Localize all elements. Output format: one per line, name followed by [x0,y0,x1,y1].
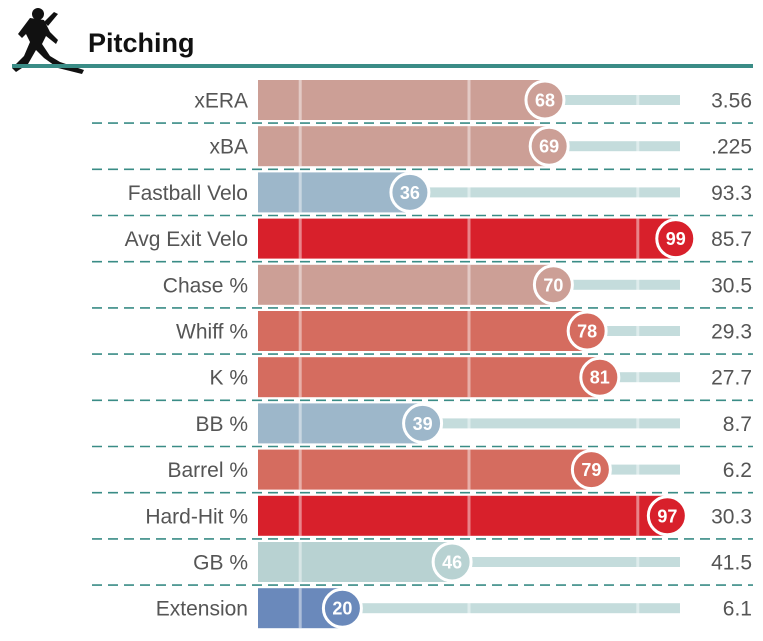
percentile-value: 97 [657,506,677,526]
metric-label: K % [209,367,248,390]
metric-label: Whiff % [176,321,248,344]
percentile-bar [258,126,550,167]
percentile-value: 46 [442,553,462,573]
metric-value: 30.5 [711,274,752,297]
percentile-bar [258,311,588,351]
percentile-bar [258,264,554,305]
percentile-value: 78 [577,322,597,342]
percentile-bar [258,542,453,582]
row-avg-exit-velo: 99 Avg Exit Velo 85.7 [92,218,753,263]
row-barrel: 79 Barrel % 6.2 [92,449,753,494]
row-whiff: 78 Whiff % 29.3 [92,310,753,355]
metric-label: Fastball Velo [128,182,248,205]
percentile-value: 99 [666,229,686,249]
percentile-badge [570,449,612,491]
bar-track [258,418,680,429]
percentile-bar [258,172,410,213]
percentile-badge [431,541,473,583]
row-fastball-velo: 36 Fastball Velo 93.3 [92,171,753,217]
title-underline [12,64,753,68]
metric-label: Hard-Hit % [145,505,248,528]
metric-value: 29.3 [711,321,752,344]
percentile-bar [258,495,668,536]
metric-value: 93.3 [711,182,752,205]
percentile-bar [258,403,423,444]
percentile-badge [646,495,688,537]
metric-value: 27.7 [711,367,752,390]
chart-rows: 68 xERA 3.56 69 xBA .225 36 Fastball Velo 93.3 99… [92,79,753,629]
metric-value: 3.56 [711,90,752,113]
row-xera: 68 xERA 3.56 [92,79,753,124]
bar-track [258,603,680,614]
pitcher-icon [12,8,84,74]
percentile-badge [389,171,431,213]
metric-label: Chase % [163,274,248,297]
percentile-value: 81 [590,368,610,388]
metric-value: 6.2 [723,459,752,482]
row-gb: 46 GB % 41.5 [92,541,753,586]
percentile-bar [258,449,592,490]
percentile-value: 20 [332,599,352,619]
percentile-badge [532,264,574,306]
metric-value: 6.1 [723,598,752,621]
percentile-value: 39 [413,414,433,434]
chart-header: Pitching [12,8,753,74]
percentile-badge [524,79,566,121]
metric-label: Avg Exit Velo [125,228,248,251]
metric-value: 30.3 [711,505,752,528]
row-extension: 20 Extension 6.1 [156,587,752,629]
percentile-badge [579,356,621,398]
metric-value: 41.5 [711,552,752,575]
bar-track [258,187,680,198]
row-bb: 39 BB % 8.7 [92,402,753,448]
percentile-badge [566,310,608,352]
percentile-badge [321,587,363,629]
metric-label: xERA [194,90,248,113]
row-k: 81 K % 27.7 [92,356,753,402]
metric-value: .225 [711,136,752,159]
percentile-badge [528,125,570,167]
percentile-value: 69 [539,137,559,157]
percentile-bar [258,80,545,120]
percentile-value: 79 [581,460,601,480]
percentile-bar [258,218,676,259]
percentile-bar [258,357,600,398]
metric-label: BB % [195,413,248,436]
row-xba: 69 xBA .225 [92,125,753,171]
row-chase: 70 Chase % 30.5 [92,264,753,309]
percentile-value: 70 [543,275,563,295]
metric-value: 85.7 [711,228,752,251]
metric-value: 8.7 [723,413,752,436]
section-title: Pitching [88,28,195,58]
percentile-value: 36 [400,183,420,203]
percentile-badge [655,218,697,260]
metric-label: Extension [156,598,248,621]
metric-label: GB % [193,552,248,575]
row-hard-hit: 97 Hard-Hit % 30.3 [92,495,753,540]
metric-label: Barrel % [167,459,248,482]
percentile-badge [402,402,444,444]
percentile-value: 68 [535,91,555,111]
metric-label: xBA [209,136,248,159]
